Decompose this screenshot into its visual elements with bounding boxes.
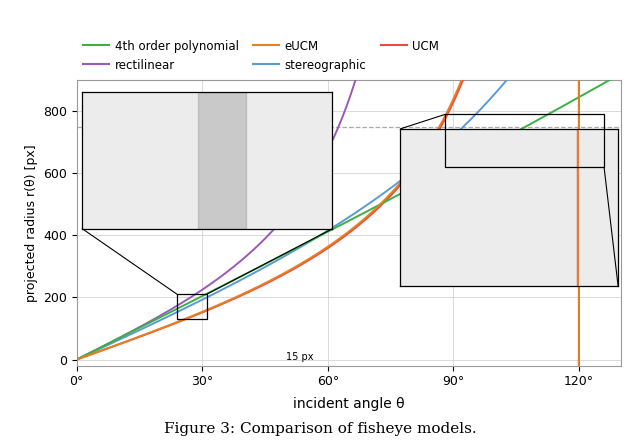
X-axis label: incident angle θ: incident angle θ [293, 397, 404, 411]
Bar [445, 115, 604, 167]
Text: Figure 3: Comparison of fisheye models.: Figure 3: Comparison of fisheye models. [164, 421, 476, 436]
Y-axis label: projected radius r(θ) [px]: projected radius r(θ) [px] [24, 144, 38, 302]
Bar [177, 294, 207, 319]
Legend: 4th order polynomial, rectilinear, eUCM, stereographic, UCM: 4th order polynomial, rectilinear, eUCM,… [83, 40, 439, 71]
